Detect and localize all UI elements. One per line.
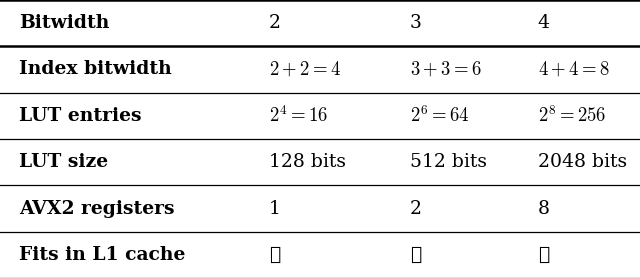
Text: 4: 4 — [538, 14, 550, 32]
Text: 2: 2 — [269, 14, 281, 32]
Text: ✓: ✓ — [538, 246, 549, 264]
Text: $2^8 = 256$: $2^8 = 256$ — [538, 105, 606, 126]
Text: ✓: ✓ — [269, 246, 280, 264]
Text: 3: 3 — [410, 14, 422, 32]
Text: 8: 8 — [538, 200, 550, 217]
Text: AVX2 registers: AVX2 registers — [19, 200, 175, 217]
Text: Index bitwidth: Index bitwidth — [19, 61, 172, 78]
Text: Bitwidth: Bitwidth — [19, 14, 109, 32]
Text: LUT entries: LUT entries — [19, 107, 141, 125]
Text: $2^6 = 64$: $2^6 = 64$ — [410, 105, 469, 126]
Text: 1: 1 — [269, 200, 281, 217]
Text: 128 bits: 128 bits — [269, 153, 346, 171]
Text: $2^4 = 16$: $2^4 = 16$ — [269, 105, 328, 126]
Text: 2048 bits: 2048 bits — [538, 153, 627, 171]
Text: ✓: ✓ — [410, 246, 421, 264]
Text: 2: 2 — [410, 200, 422, 217]
Text: $2 + 2 = 4$: $2 + 2 = 4$ — [269, 60, 340, 79]
Text: 512 bits: 512 bits — [410, 153, 486, 171]
Text: $3 + 3 = 6$: $3 + 3 = 6$ — [410, 60, 481, 79]
Text: $4 + 4 = 8$: $4 + 4 = 8$ — [538, 60, 609, 79]
Text: Fits in L1 cache: Fits in L1 cache — [19, 246, 186, 264]
Text: LUT size: LUT size — [19, 153, 108, 171]
